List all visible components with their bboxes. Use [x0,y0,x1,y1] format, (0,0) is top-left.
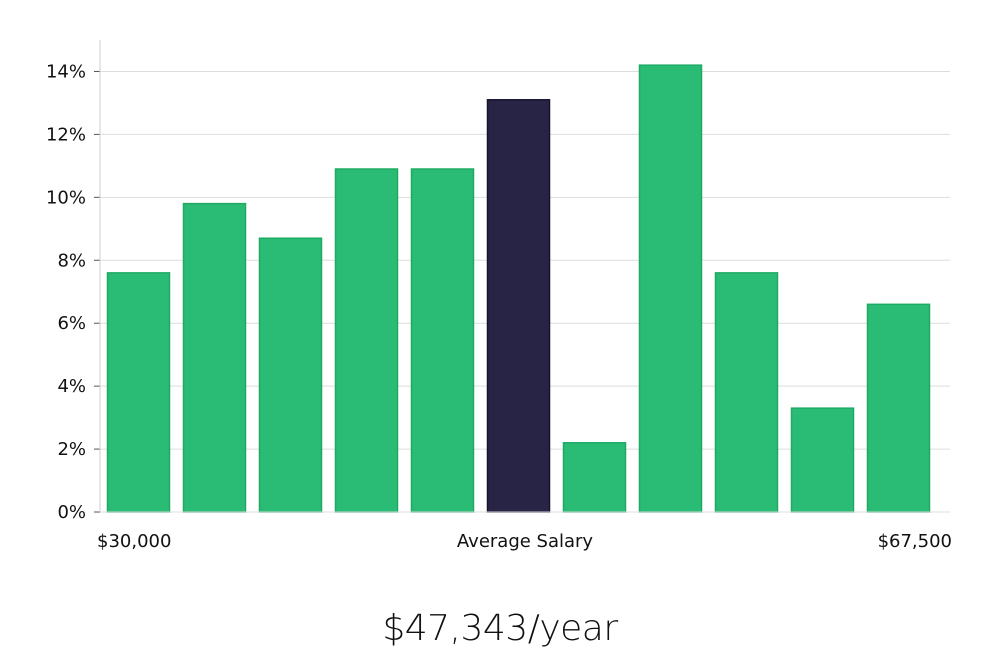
y-tick-label: 2% [57,439,86,460]
axes [94,40,950,513]
y-tick-label: 10% [46,187,86,208]
y-tick-label: 0% [57,502,86,523]
bar [562,442,627,513]
bar [638,64,703,513]
bar [258,237,323,513]
average-salary-value: $47,343/year [382,608,618,649]
x-axis-left-label: $30,000 [97,531,171,552]
y-tick-label: 12% [46,124,86,145]
salary-distribution-chart: 0% 2% 4% 6% 8% 10% 12% 14% $30,000 Average Sala… [46,40,952,552]
y-tick-label: 4% [57,376,86,397]
x-axis-center-label: Average Salary [457,531,594,552]
bar [714,272,779,513]
x-axis-right-label: $67,500 [878,531,952,552]
y-axis-tick-labels: 0% 2% 4% 6% 8% 10% 12% 14% [46,61,86,523]
bar [410,168,475,513]
y-tick-label: 8% [57,250,86,271]
bars [106,64,931,513]
bar [334,168,399,513]
bar [790,407,855,513]
bar [182,202,247,513]
y-tick-label: 6% [57,313,86,334]
bar-highlighted [486,99,551,513]
bar [866,303,931,513]
y-tick-label: 14% [46,61,86,82]
bar [106,272,171,513]
